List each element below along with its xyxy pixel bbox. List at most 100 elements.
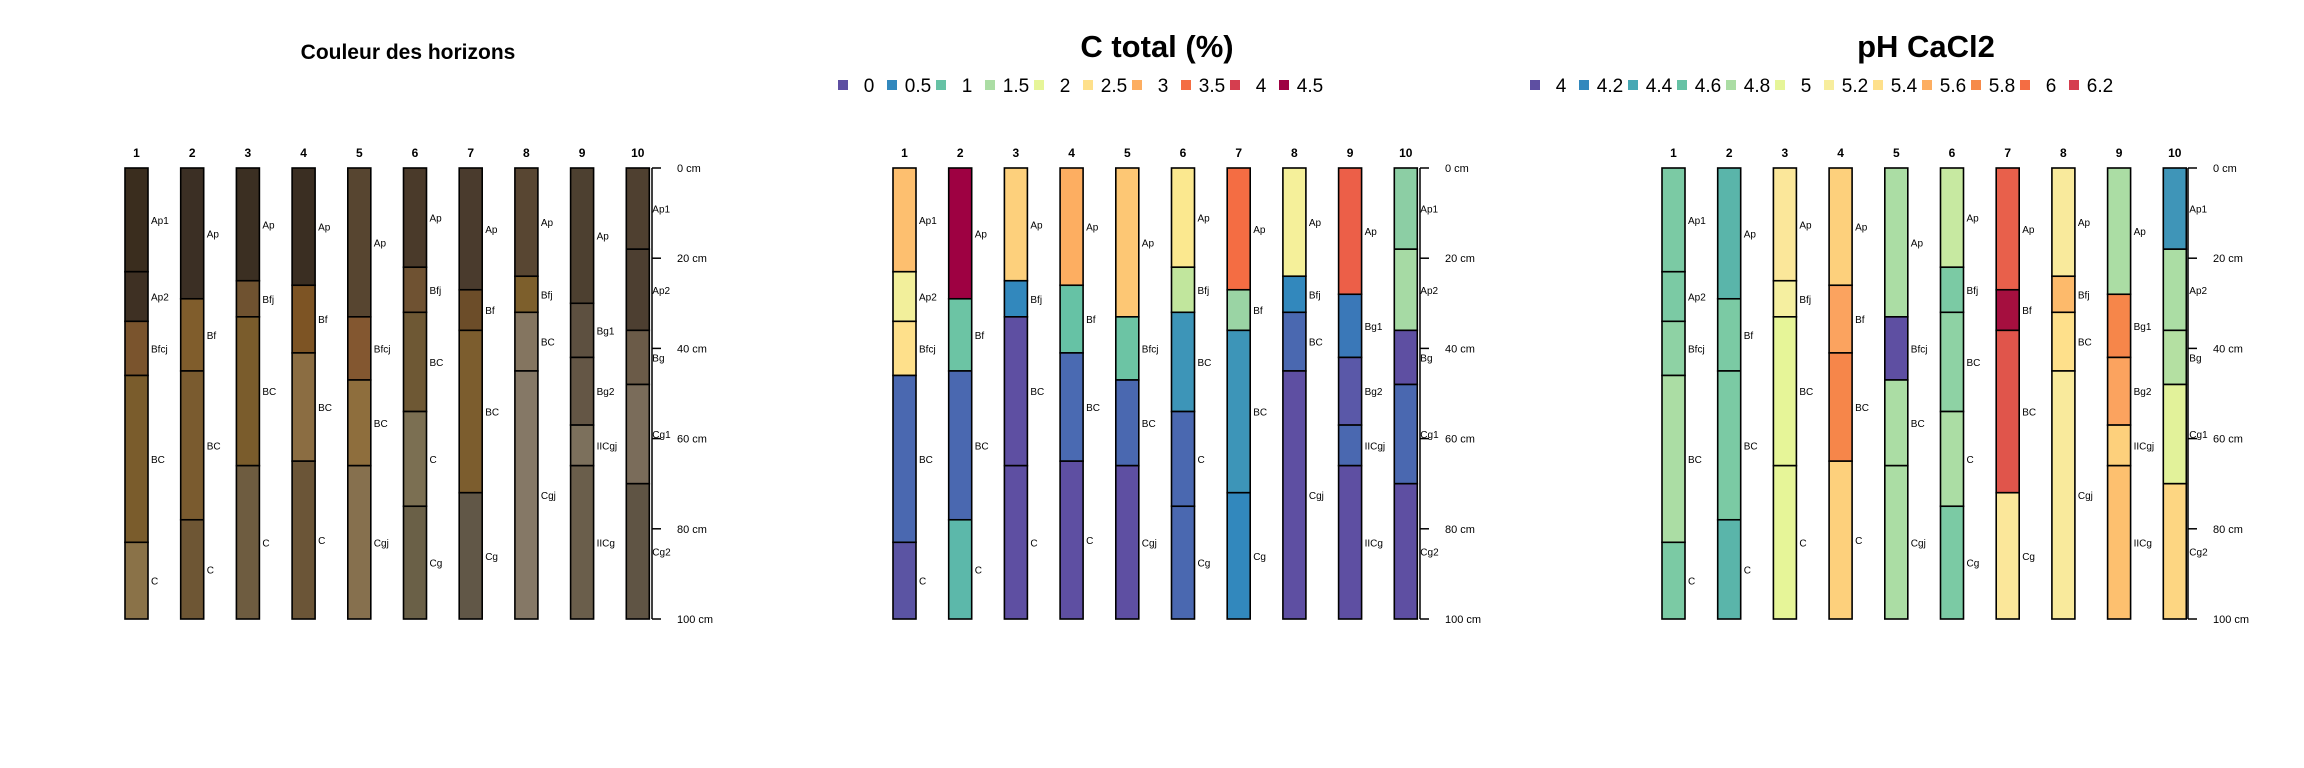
- horizon-label: Ap: [1967, 214, 1980, 225]
- horizon-label: Cgj: [1142, 538, 1157, 549]
- horizon-block: [892, 374, 917, 544]
- soil-profile: 9 Ap Bg1 Bg2 IICgj IICg: [2106, 146, 2154, 620]
- horizon-block: [1995, 329, 2020, 494]
- horizon-label: Ap2: [1420, 286, 1438, 297]
- horizon-block: [402, 505, 428, 620]
- horizon-block: [2162, 329, 2188, 386]
- soil-profile: 6 Ap Bfj BC C Cg: [402, 146, 444, 620]
- horizon-label: Bfcj: [1688, 344, 1705, 355]
- horizon-label: C: [1688, 577, 1695, 588]
- horizon-label: Bf: [1253, 306, 1263, 317]
- depth-tick-label: 80 cm: [1445, 524, 1475, 536]
- soil-profile: 7 Ap Bf BC Cg: [1226, 146, 1267, 620]
- soil-profile: 1 Ap1 Ap2 Bfcj BC C: [892, 146, 937, 620]
- horizon-block: [1282, 167, 1307, 278]
- horizon-block: [1337, 167, 1363, 296]
- horizon-block: [1772, 167, 1798, 282]
- horizon-label: C: [1744, 565, 1751, 576]
- depth-tick-label: 40 cm: [2213, 343, 2243, 355]
- horizon-block: [2051, 275, 2076, 314]
- horizon-label: C: [1030, 538, 1037, 549]
- horizon-block: [1226, 491, 1251, 620]
- horizon-label: BC: [430, 358, 444, 369]
- horizon-label: Ap2: [1688, 293, 1706, 304]
- horizon-label: Ap2: [151, 293, 169, 304]
- profile-number: 10: [2168, 146, 2182, 160]
- profile-number: 8: [2060, 146, 2067, 160]
- horizon-label: Bfj: [1309, 290, 1321, 301]
- depth-tick-label: 100 cm: [1445, 614, 1481, 626]
- legend-label: 5: [1801, 76, 1812, 97]
- horizon-block: [1115, 316, 1140, 381]
- profile-number: 9: [1347, 146, 1354, 160]
- soil-profile: 9 Ap Bg1 Bg2 IICgj IICg: [1337, 146, 1385, 620]
- horizon-label: Cg2: [652, 547, 671, 558]
- horizon-block: [179, 297, 205, 372]
- soil-profile: 1 Ap1 Ap2 Bfcj BC C: [1661, 146, 1706, 620]
- horizon-label: IICgj: [597, 441, 618, 452]
- horizon-block: [1337, 424, 1363, 467]
- horizon-block: [1115, 464, 1140, 620]
- horizon-label: BC: [1309, 338, 1323, 349]
- horizon-block: [1282, 370, 1307, 620]
- horizon-block: [1059, 167, 1084, 287]
- profile-number: 2: [189, 146, 196, 160]
- horizon-block: [1772, 316, 1798, 467]
- soil-profile: 3 Ap Bfj BC C: [235, 146, 276, 620]
- horizon-block: [569, 356, 595, 426]
- legend-label: 3: [1158, 76, 1169, 97]
- horizon-label: Ap1: [1688, 216, 1706, 227]
- soil-profile: 2 Ap Bf BC C: [1716, 146, 1758, 620]
- legend-label: 1.5: [1003, 76, 1029, 97]
- soil-profile: 5 Ap Bfcj BC Cgj: [1115, 146, 1159, 620]
- horizon-block: [402, 311, 428, 413]
- profile-number: 5: [1124, 146, 1131, 160]
- horizon-block: [458, 329, 484, 494]
- horizon-block: [1170, 266, 1196, 314]
- horizon-block: [892, 270, 917, 323]
- horizon-label: Cg1: [2189, 430, 2208, 441]
- horizon-block: [402, 167, 428, 269]
- horizon-block: [1170, 410, 1196, 508]
- legend-swatch: [1628, 80, 1638, 90]
- horizon-label: Ap: [1030, 220, 1043, 231]
- horizon-block: [1059, 460, 1084, 620]
- depth-axis: 0 cm 20 cm 40 cm 60 cm 80 cm 100 cm: [2187, 163, 2249, 626]
- legend-swatch: [1132, 80, 1142, 90]
- horizon-block: [892, 167, 917, 273]
- panel-title: Couleur des horizons: [301, 41, 516, 64]
- horizon-block: [235, 464, 261, 620]
- horizon-block: [947, 297, 973, 372]
- horizon-label: IICg: [1365, 538, 1383, 549]
- legend-swatch: [1677, 80, 1687, 90]
- horizon-block: [1772, 464, 1798, 620]
- profile-number: 8: [523, 146, 530, 160]
- horizon-block: [514, 370, 539, 620]
- soil-profile: 3 Ap Bfj BC C: [1772, 146, 1813, 620]
- horizon-block: [2106, 293, 2132, 359]
- horizon-block: [124, 167, 149, 273]
- horizon-block: [2162, 248, 2188, 332]
- horizon-label: Bg1: [2134, 322, 2152, 333]
- horizon-block: [569, 424, 595, 467]
- horizon-block: [2106, 424, 2132, 467]
- profile-number: 6: [1949, 146, 1956, 160]
- profile-number: 3: [245, 146, 252, 160]
- horizon-label: Bg2: [597, 387, 615, 398]
- depth-tick-label: 60 cm: [1445, 434, 1475, 446]
- soil-profile: 9 Ap Bg1 Bg2 IICgj IICg: [569, 146, 618, 620]
- horizon-block: [1939, 311, 1965, 413]
- horizon-label: Bfcj: [1142, 344, 1159, 355]
- horizon-label: Bfj: [262, 295, 274, 306]
- horizon-block: [458, 491, 484, 620]
- horizon-block: [1003, 316, 1029, 467]
- legend-label: 4: [1556, 76, 1567, 97]
- legend-label: 6: [2046, 76, 2057, 97]
- horizon-label: Bg: [2189, 353, 2201, 364]
- horizon-label: C: [919, 577, 926, 588]
- horizon-label: Cg: [2022, 552, 2035, 563]
- horizon-block: [1170, 505, 1196, 620]
- horizon-label: C: [430, 455, 437, 466]
- profile-number: 6: [412, 146, 419, 160]
- horizon-block: [625, 167, 651, 250]
